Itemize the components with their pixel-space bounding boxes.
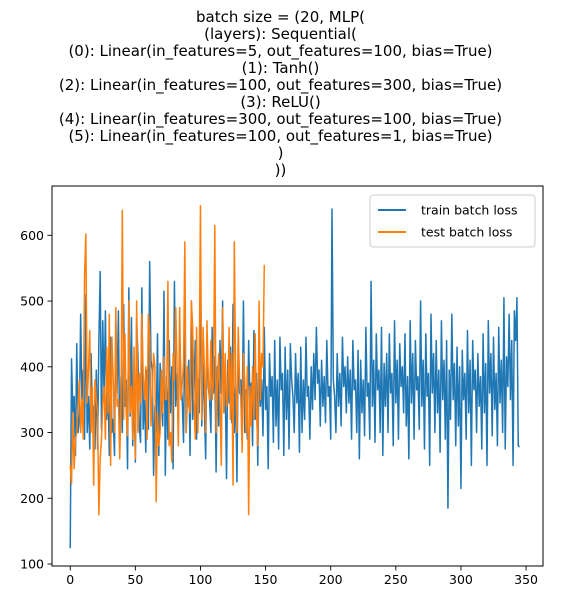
x-tick-label: 200 [319, 572, 343, 587]
title-line: ) [278, 144, 284, 162]
title-line: (4): Linear(in_features=300, out_feature… [59, 110, 502, 129]
title-line: (layers): Sequential( [204, 25, 357, 43]
title-line: batch size = (20, MLP( [196, 8, 365, 26]
y-tick-label: 400 [20, 359, 44, 374]
x-tick-label: 100 [189, 572, 213, 587]
legend-label-train: train batch loss [421, 203, 517, 218]
series-line-train [69, 208, 521, 549]
x-axis: 0 50 100 150 200 250 300 350 [66, 566, 538, 587]
legend: train batch loss test batch loss [369, 194, 536, 248]
x-tick-label: 250 [384, 572, 408, 587]
series-line-test [69, 204, 266, 516]
plot-area [69, 204, 521, 549]
y-tick-label: 300 [20, 425, 44, 440]
x-tick-label: 150 [254, 572, 278, 587]
title-line: (5): Linear(in_features=100, out_feature… [68, 127, 492, 146]
title-line: (3): ReLU() [240, 93, 320, 111]
series-lines [69, 204, 521, 549]
chart-title: batch size = (20, MLP((layers): Sequenti… [59, 8, 502, 179]
legend-label-test: test batch loss [421, 225, 512, 240]
y-tick-label: 500 [20, 294, 44, 309]
title-line: (1): Tanh() [242, 59, 320, 77]
title-line: )) [275, 161, 287, 179]
legend-box [369, 194, 536, 248]
y-tick-label: 600 [20, 228, 44, 243]
y-tick-label: 200 [20, 491, 44, 506]
x-tick-label: 300 [449, 572, 473, 587]
y-axis: 100 200 300 400 500 600 [20, 228, 52, 572]
x-tick-label: 350 [514, 572, 538, 587]
y-tick-label: 100 [20, 557, 44, 572]
x-tick-label: 0 [66, 572, 74, 587]
title-line: (2): Linear(in_features=100, out_feature… [59, 76, 502, 95]
x-tick-label: 50 [127, 572, 143, 587]
title-line: (0): Linear(in_features=5, out_features=… [68, 42, 492, 61]
axes-frame [51, 185, 544, 567]
